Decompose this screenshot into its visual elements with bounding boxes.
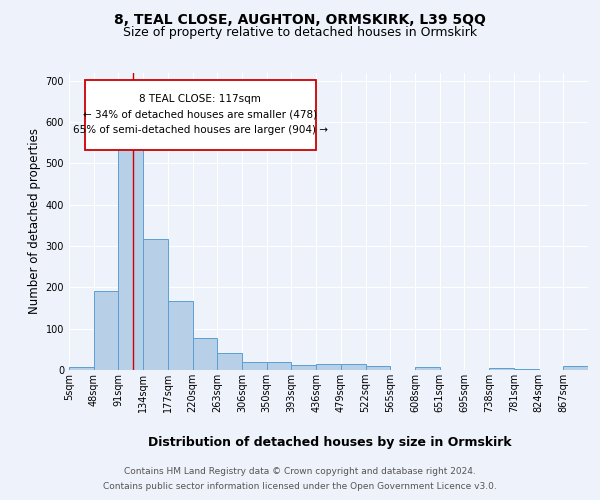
- Y-axis label: Number of detached properties: Number of detached properties: [28, 128, 41, 314]
- Bar: [94, 292, 118, 370]
- Bar: [316, 364, 341, 370]
- Text: Contains public sector information licensed under the Open Government Licence v3: Contains public sector information licen…: [103, 482, 497, 491]
- Bar: [292, 364, 316, 370]
- Bar: [217, 352, 242, 370]
- Text: Distribution of detached houses by size in Ormskirk: Distribution of detached houses by size …: [148, 436, 512, 449]
- Text: 8, TEAL CLOSE, AUGHTON, ORMSKIRK, L39 5QQ: 8, TEAL CLOSE, AUGHTON, ORMSKIRK, L39 5Q…: [114, 12, 486, 26]
- Bar: [143, 238, 168, 370]
- Bar: [69, 366, 94, 370]
- Text: 8 TEAL CLOSE: 117sqm
← 34% of detached houses are smaller (478)
65% of semi-deta: 8 TEAL CLOSE: 117sqm ← 34% of detached h…: [73, 94, 328, 136]
- Bar: [193, 338, 217, 370]
- Bar: [489, 368, 514, 370]
- Bar: [563, 366, 588, 370]
- Bar: [365, 366, 390, 370]
- Bar: [514, 369, 539, 370]
- Bar: [341, 364, 365, 370]
- Text: Contains HM Land Registry data © Crown copyright and database right 2024.: Contains HM Land Registry data © Crown c…: [124, 467, 476, 476]
- Bar: [168, 300, 193, 370]
- Bar: [118, 142, 143, 370]
- Bar: [267, 362, 292, 370]
- Bar: [242, 362, 267, 370]
- Bar: [415, 367, 440, 370]
- Text: Size of property relative to detached houses in Ormskirk: Size of property relative to detached ho…: [123, 26, 477, 39]
